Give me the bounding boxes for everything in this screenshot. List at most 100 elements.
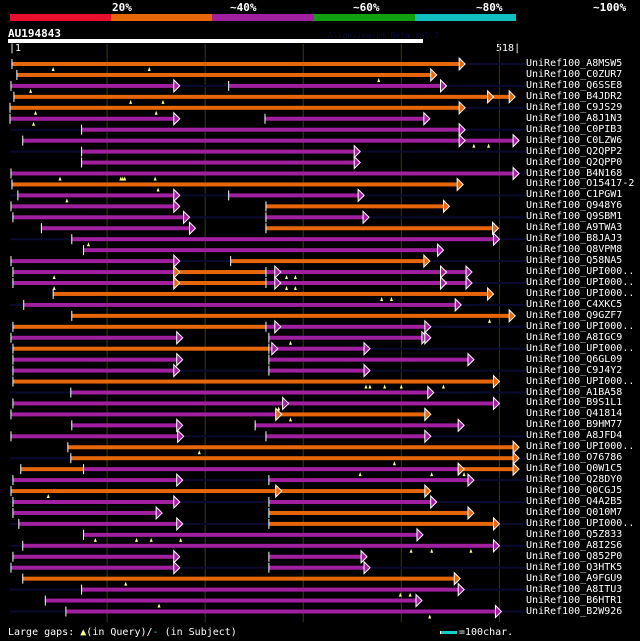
hit-label[interactable]: UniRef100_Q010M7 [526, 506, 623, 518]
hit-segment [268, 368, 365, 373]
query-gap-marker [197, 450, 201, 455]
hit-label[interactable]: UniRef100_Q948Y6 [526, 200, 623, 212]
query-gap-marker [121, 176, 125, 181]
hit-segment [16, 72, 431, 77]
hit-label[interactable]: UniRef100_Q0W1C5 [526, 463, 623, 475]
hit-label[interactable]: UniRef100_Q9GZF7 [526, 309, 623, 321]
hit-label[interactable]: UniRef100_A8J1N3 [526, 112, 623, 124]
hit-end-arrow [467, 352, 475, 367]
hit-end-arrow [492, 231, 501, 247]
hit-label[interactable]: UniRef100_C9J4Y2 [526, 364, 623, 376]
query-gap-marker [441, 384, 445, 389]
hit-end-arrow [155, 505, 163, 521]
hit-label[interactable]: UniRef100_O15417-2 [526, 178, 635, 190]
hit-end-arrow [512, 440, 520, 455]
hit-end-arrow [430, 67, 438, 83]
hit-end-arrow [427, 385, 435, 400]
hit-end-arrow [176, 418, 184, 433]
hit-label[interactable]: UniRef100_C9JS29 [526, 101, 623, 113]
hit-label[interactable]: UniRef100_Q6SSE8 [526, 79, 623, 91]
hit-end-arrow [424, 319, 432, 335]
hit-label[interactable]: UniRef100_Q58NA5 [526, 255, 623, 267]
hit-label[interactable]: UniRef100_Q0CGJ5 [526, 485, 623, 497]
hit-label[interactable]: UniRef100_B9S1L1 [526, 397, 623, 409]
hit-label[interactable]: UniRef100_Q41814 [526, 408, 623, 420]
hit-label[interactable]: UniRef100_B6HTR1 [526, 594, 623, 606]
hit-label[interactable]: UniRef100_UPI000.. [526, 517, 635, 529]
query-gap-marker [154, 110, 158, 115]
hit-label[interactable]: UniRef100_C0LZW6 [526, 134, 623, 146]
hit-end-arrow [357, 188, 365, 203]
hit-label[interactable]: UniRef100_Q28DY0 [526, 474, 623, 486]
hit-label[interactable]: UniRef100_UPI000.. [526, 287, 635, 299]
query-name: AU194843 [8, 27, 61, 40]
query-gap-marker [428, 614, 432, 619]
hit-label[interactable]: UniRef100_Q8VPM8 [526, 244, 623, 256]
hit-segment [268, 357, 468, 362]
hit-segment [255, 423, 459, 428]
hit-segment [67, 445, 514, 450]
hit-label[interactable]: UniRef100_Q6GL09 [526, 353, 623, 365]
hit-label[interactable]: UniRef100_A9TWA3 [526, 222, 623, 234]
hit-segment [10, 259, 174, 264]
hit-segment [83, 532, 417, 537]
hit-segment [12, 215, 184, 220]
hit-label[interactable]: UniRef100_A8MSW5 [526, 58, 623, 69]
hit-label[interactable]: UniRef100_Q9SBM1 [526, 211, 623, 223]
hit-label[interactable]: UniRef100_B2W926 [526, 605, 623, 617]
hit-segment [268, 478, 468, 483]
hit-label[interactable]: UniRef100_Q2QPP2 [526, 145, 623, 157]
hit-label[interactable]: UniRef100_A8JFD4 [526, 430, 623, 442]
hit-end-arrow [173, 253, 181, 269]
legend-label-80: ~80% [476, 1, 503, 14]
hit-segment [12, 357, 177, 362]
hit-label[interactable]: UniRef100_A8I2S6 [526, 539, 623, 551]
hit-label[interactable]: UniRef100_A9FGU9 [526, 572, 623, 584]
hit-label[interactable]: UniRef100_Q5Z833 [526, 528, 623, 540]
hit-segment [12, 478, 177, 483]
hit-label[interactable]: UniRef100_Q3HTK5 [526, 561, 623, 573]
query-gap-marker [65, 198, 69, 203]
hit-label[interactable]: UniRef100_B4JDR2 [526, 90, 623, 102]
hit-label[interactable]: UniRef100_C0ZUR7 [526, 68, 623, 80]
query-gap-marker [409, 548, 413, 553]
hit-label[interactable]: UniRef100_Q4A2B5 [526, 496, 623, 507]
hit-end-arrow [494, 604, 503, 619]
hit-label[interactable]: UniRef100_C1PGW1 [526, 189, 623, 201]
query-gap-marker [488, 318, 492, 323]
hit-end-arrow [512, 133, 520, 148]
hit-label[interactable]: UniRef100_UPI000.. [526, 441, 635, 453]
hit-end-arrow [512, 461, 520, 477]
hit-label[interactable]: UniRef100_O76786 [526, 452, 623, 464]
query-gap-marker [408, 592, 412, 597]
hit-end-arrow [282, 396, 290, 411]
hit-label[interactable]: UniRef100_Q852P0 [526, 550, 623, 562]
hit-label[interactable]: UniRef100_UPI000.. [526, 342, 635, 354]
hit-label[interactable]: UniRef100_B9HM77 [526, 419, 623, 431]
legend-label-60: ~60% [353, 1, 380, 14]
hit-label[interactable]: UniRef100_C0PIB3 [526, 123, 623, 135]
hit-label[interactable]: UniRef100_A8ITU3 [526, 583, 623, 595]
hit-label[interactable]: UniRef100_UPI000.. [526, 266, 635, 278]
hit-label[interactable]: UniRef100_A1BA58 [526, 386, 623, 398]
hit-segment [12, 368, 174, 373]
hit-end-arrow [492, 516, 501, 532]
query-gap-marker [93, 537, 97, 542]
query-gap-marker [161, 99, 165, 104]
hit-label[interactable]: UniRef100_A8IGC9 [526, 331, 623, 343]
hit-segment [65, 609, 496, 614]
query-gap-marker [469, 548, 473, 553]
hit-label[interactable]: UniRef100_UPI000.. [526, 375, 635, 387]
query-gap-marker [129, 99, 133, 104]
query-gap-marker [399, 384, 403, 389]
hit-end-arrow [492, 374, 501, 389]
hit-label[interactable]: UniRef100_B8JAJ3 [526, 233, 623, 245]
hit-end-arrow [467, 505, 475, 521]
legend-segment [212, 14, 314, 21]
hit-label[interactable]: UniRef100_UPI000.. [526, 320, 635, 332]
hit-label[interactable]: UniRef100_B4N168 [526, 167, 623, 179]
hit-label[interactable]: UniRef100_Q2QPP0 [526, 156, 623, 168]
hit-end-arrow [458, 133, 466, 148]
hit-label[interactable]: UniRef100_UPI000.. [526, 277, 635, 288]
hit-label[interactable]: UniRef100_C4XKC5 [526, 298, 623, 310]
